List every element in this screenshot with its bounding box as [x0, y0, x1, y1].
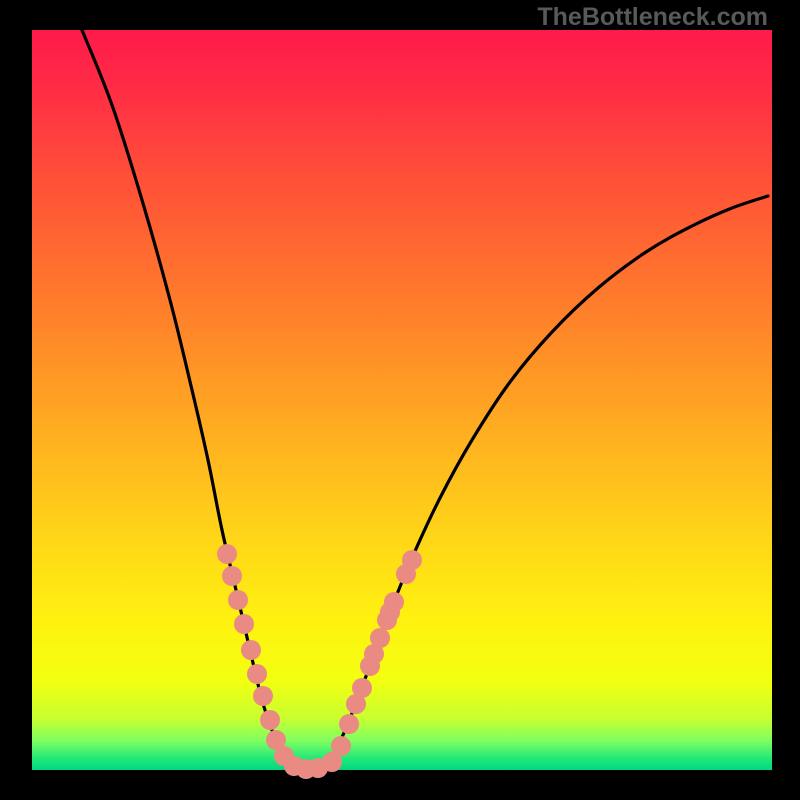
- curve-right: [322, 196, 768, 768]
- marker-point: [402, 550, 422, 570]
- curve-left: [82, 30, 296, 768]
- marker-point: [234, 614, 254, 634]
- marker-point: [217, 544, 237, 564]
- marker-point: [260, 710, 280, 730]
- marker-point: [247, 664, 267, 684]
- marker-point: [253, 686, 273, 706]
- marker-point: [228, 590, 248, 610]
- marker-point: [384, 592, 404, 612]
- watermark-text: TheBottleneck.com: [537, 3, 768, 32]
- marker-point: [339, 714, 359, 734]
- marker-point: [352, 678, 372, 698]
- marker-point: [222, 566, 242, 586]
- plot-area: [32, 30, 772, 770]
- marker-point: [241, 640, 261, 660]
- marker-point: [370, 628, 390, 648]
- curve-layer: [32, 30, 772, 770]
- marker-point: [331, 736, 351, 756]
- chart-container: TheBottleneck.com: [0, 0, 800, 800]
